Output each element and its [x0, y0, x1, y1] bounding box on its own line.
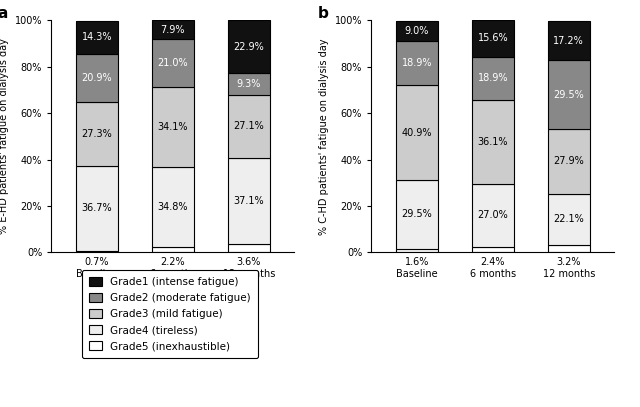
Bar [472, 247, 514, 252]
Y-axis label: % E-HD patients' fatigue on dialysis day: % E-HD patients' fatigue on dialysis day [0, 38, 9, 234]
Text: 20.9%: 20.9% [81, 73, 112, 83]
Bar [228, 158, 269, 244]
Bar [76, 166, 118, 251]
Text: 34.8%: 34.8% [157, 202, 188, 212]
Text: 29.5%: 29.5% [554, 90, 584, 100]
Bar [76, 54, 118, 102]
Bar [152, 247, 194, 252]
Text: 17.2%: 17.2% [554, 35, 584, 46]
Text: 40.9%: 40.9% [401, 128, 432, 138]
Text: 21.0%: 21.0% [157, 58, 188, 68]
Text: 27.0%: 27.0% [477, 210, 508, 221]
Text: 14.3%: 14.3% [81, 32, 112, 42]
Bar [152, 166, 194, 247]
Y-axis label: % C-HD patients' fatigue on dialysis day: % C-HD patients' fatigue on dialysis day [319, 38, 329, 234]
Text: 27.1%: 27.1% [234, 121, 264, 131]
Text: 27.9%: 27.9% [554, 156, 584, 166]
Text: 22.1%: 22.1% [554, 214, 584, 224]
Bar [396, 180, 438, 249]
Bar [548, 61, 589, 129]
Legend: Grade1 (intense fatigue), Grade2 (moderate fatigue), Grade3 (mild fatigue), Grad: Grade1 (intense fatigue), Grade2 (modera… [82, 270, 258, 359]
Bar [152, 39, 194, 88]
Text: 34.1%: 34.1% [157, 122, 188, 132]
Bar [228, 244, 269, 252]
Bar [396, 21, 438, 42]
Bar [76, 21, 118, 54]
Bar [76, 251, 118, 252]
Text: a: a [0, 7, 8, 22]
Text: 7.9%: 7.9% [161, 24, 185, 35]
Text: 36.7%: 36.7% [81, 203, 112, 213]
Bar [228, 74, 269, 95]
Bar [152, 20, 194, 39]
Bar [548, 194, 589, 245]
Bar [472, 57, 514, 101]
Bar [152, 88, 194, 166]
Bar [228, 95, 269, 158]
Text: 9.3%: 9.3% [237, 79, 261, 89]
Bar [396, 249, 438, 252]
Bar [472, 184, 514, 247]
Bar [548, 21, 589, 61]
Text: 36.1%: 36.1% [477, 137, 508, 147]
Text: 15.6%: 15.6% [477, 33, 508, 44]
Text: 22.9%: 22.9% [234, 42, 264, 52]
Bar [396, 85, 438, 180]
Text: 27.3%: 27.3% [81, 129, 112, 139]
Text: 18.9%: 18.9% [477, 73, 508, 83]
Text: 18.9%: 18.9% [401, 58, 432, 68]
Bar [228, 20, 269, 74]
Bar [472, 20, 514, 57]
Bar [396, 42, 438, 85]
Text: 37.1%: 37.1% [234, 196, 264, 206]
Bar [472, 101, 514, 184]
Text: 29.5%: 29.5% [401, 210, 432, 219]
Bar [548, 245, 589, 252]
Bar [76, 102, 118, 166]
Text: 9.0%: 9.0% [404, 26, 429, 36]
Bar [548, 129, 589, 194]
Text: b: b [317, 7, 328, 22]
